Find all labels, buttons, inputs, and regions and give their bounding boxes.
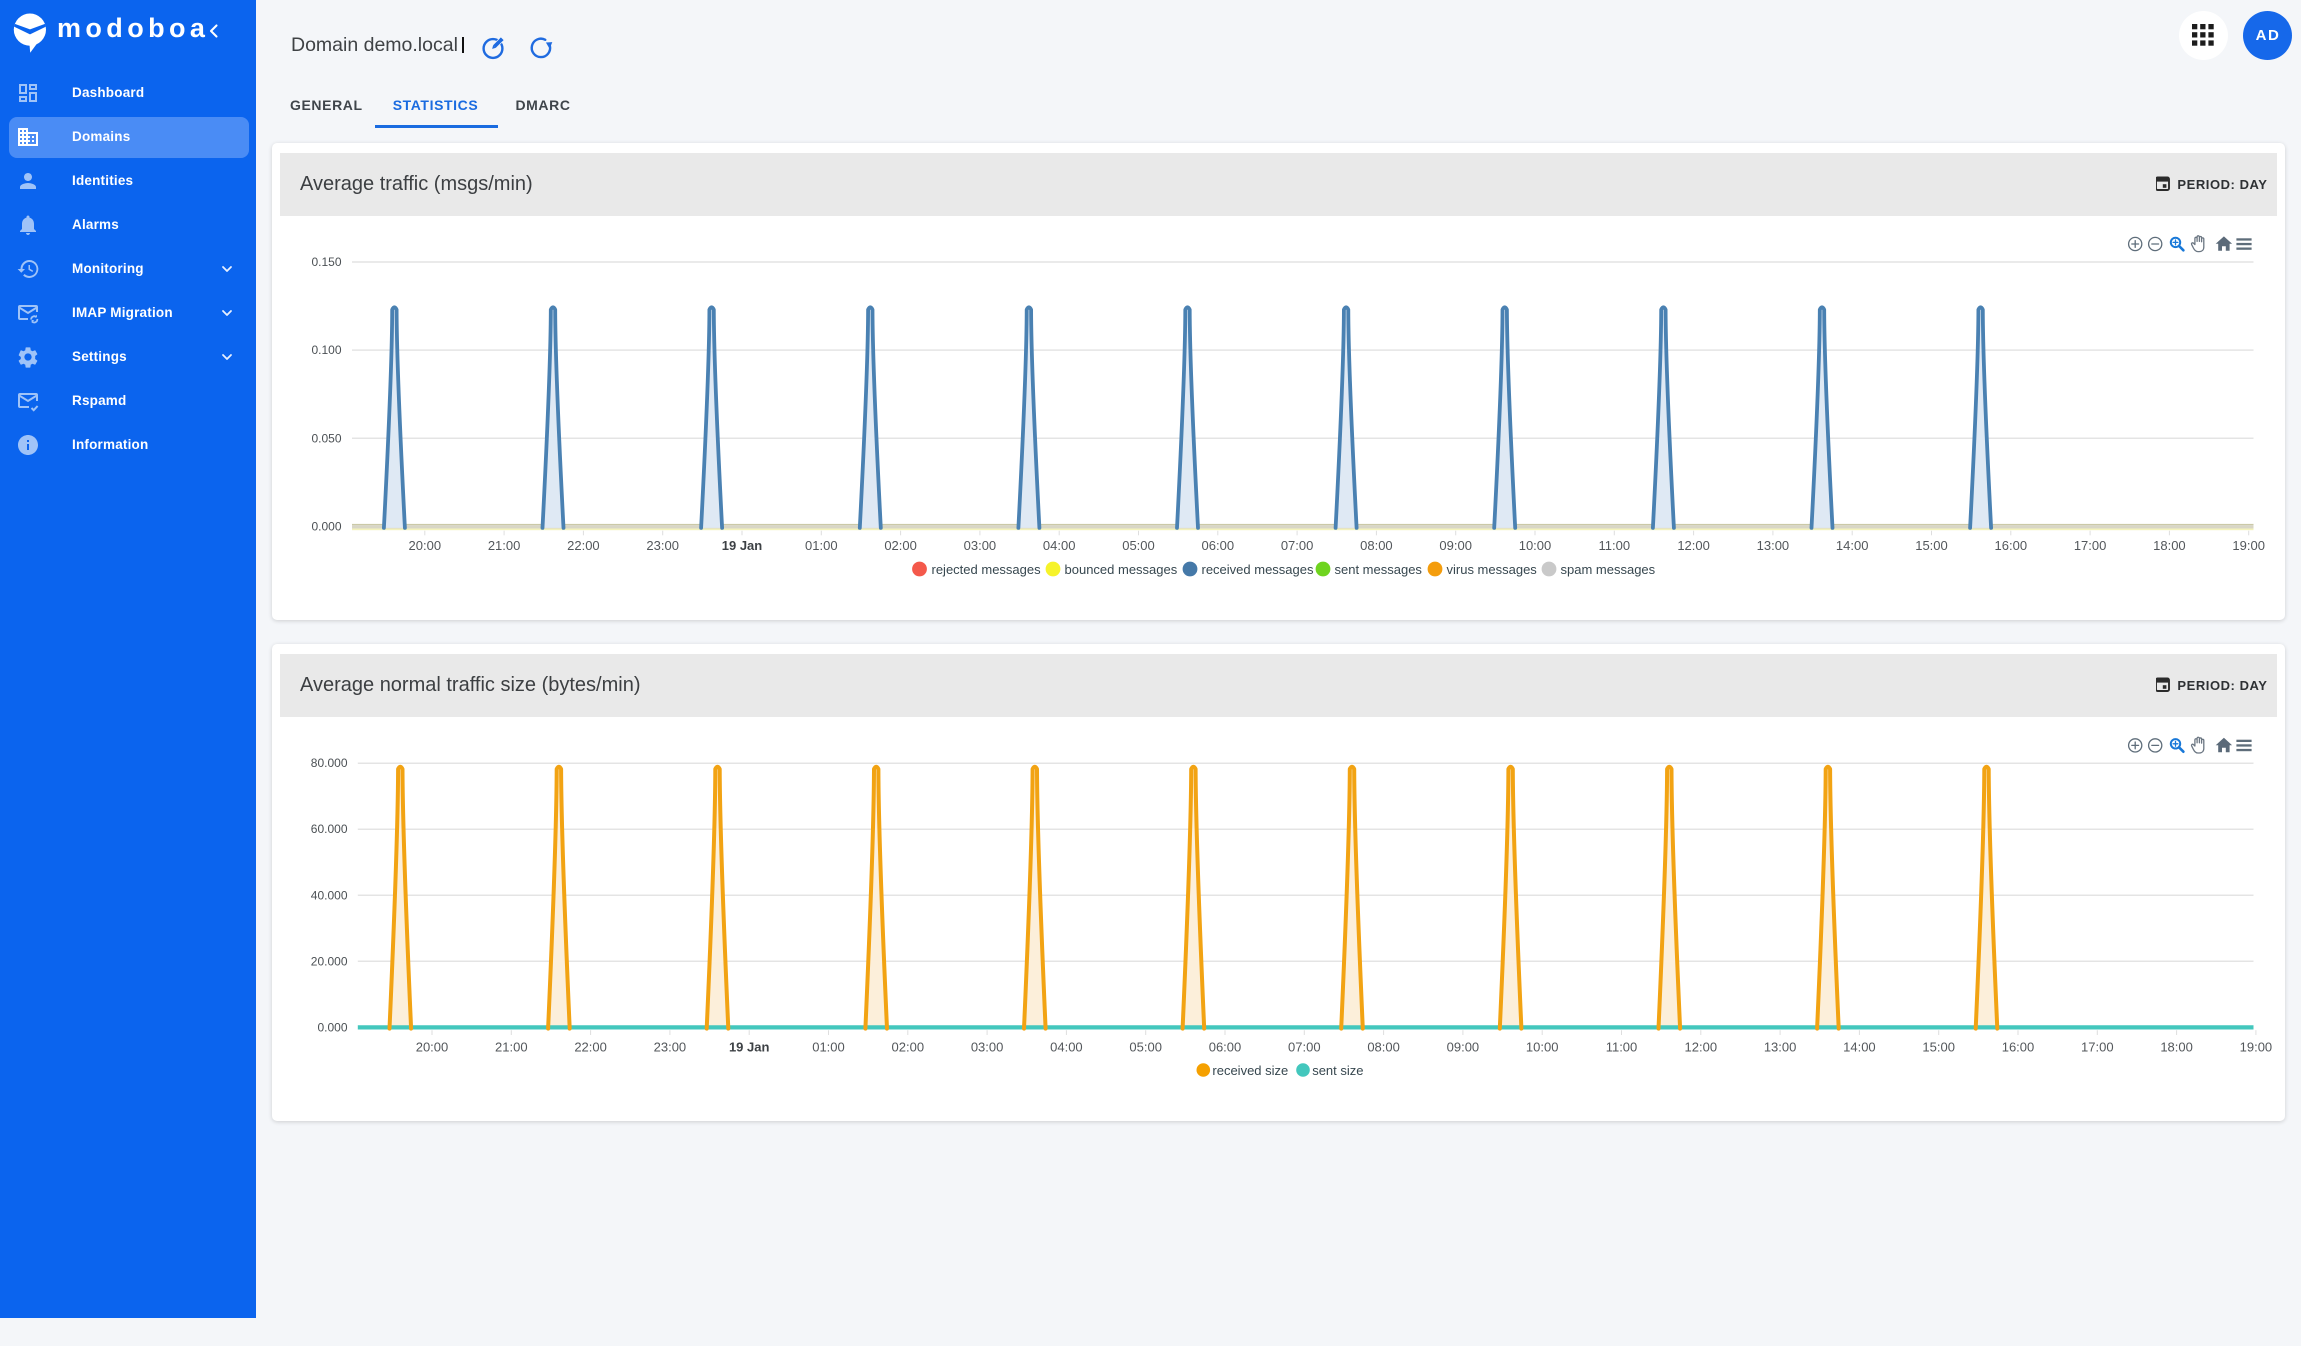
svg-text:bounced messages: bounced messages [1064,562,1177,577]
svg-text:07:00: 07:00 [1280,538,1313,553]
svg-text:19:00: 19:00 [2232,538,2265,553]
svg-text:17:00: 17:00 [2073,538,2106,553]
svg-text:14:00: 14:00 [1843,1039,1876,1054]
svg-text:rejected messages: rejected messages [931,562,1041,577]
svg-text:08:00: 08:00 [1367,1039,1400,1054]
svg-text:12:00: 12:00 [1684,1039,1717,1054]
svg-text:11:00: 11:00 [1598,538,1630,553]
svg-text:02:00: 02:00 [891,1039,924,1054]
svg-text:07:00: 07:00 [1288,1039,1321,1054]
svg-text:10:00: 10:00 [1525,1039,1558,1054]
svg-text:sent messages: sent messages [1334,562,1422,577]
svg-text:13:00: 13:00 [1756,538,1789,553]
svg-text:10:00: 10:00 [1518,538,1551,553]
svg-text:14:00: 14:00 [1835,538,1868,553]
svg-text:18:00: 18:00 [2160,1039,2193,1054]
svg-text:05:00: 05:00 [1122,538,1155,553]
svg-text:22:00: 22:00 [567,538,600,553]
svg-text:0.000: 0.000 [317,1020,347,1034]
svg-text:80.000: 80.000 [310,756,347,770]
svg-text:19 Jan: 19 Jan [728,1039,769,1054]
svg-text:15:00: 15:00 [1922,1039,1955,1054]
svg-text:sent size: sent size [1312,1063,1363,1078]
svg-text:02:00: 02:00 [884,538,917,553]
svg-text:09:00: 09:00 [1446,1039,1479,1054]
svg-text:18:00: 18:00 [2153,538,2186,553]
svg-text:01:00: 01:00 [812,1039,845,1054]
svg-text:20.000: 20.000 [310,954,347,968]
svg-text:received size: received size [1212,1063,1288,1078]
svg-text:05:00: 05:00 [1129,1039,1162,1054]
svg-text:0.050: 0.050 [311,431,341,445]
svg-text:19 Jan: 19 Jan [721,538,762,553]
svg-text:12:00: 12:00 [1677,538,1710,553]
svg-text:received messages: received messages [1201,562,1313,577]
svg-text:virus messages: virus messages [1446,562,1537,577]
svg-text:19:00: 19:00 [2239,1039,2272,1054]
svg-text:20:00: 20:00 [415,1039,448,1054]
svg-text:16:00: 16:00 [1994,538,2027,553]
svg-text:spam messages: spam messages [1560,562,1655,577]
svg-text:03:00: 03:00 [970,1039,1003,1054]
svg-text:23:00: 23:00 [653,1039,686,1054]
svg-text:06:00: 06:00 [1208,1039,1241,1054]
svg-text:60.000: 60.000 [310,822,347,836]
svg-text:21:00: 21:00 [495,1039,528,1054]
svg-text:04:00: 04:00 [1042,538,1075,553]
svg-text:0.000: 0.000 [311,519,341,533]
svg-text:03:00: 03:00 [963,538,996,553]
svg-text:17:00: 17:00 [2081,1039,2114,1054]
svg-text:15:00: 15:00 [1915,538,1948,553]
svg-text:16:00: 16:00 [2001,1039,2034,1054]
svg-text:0.150: 0.150 [311,255,341,269]
svg-text:21:00: 21:00 [487,538,520,553]
svg-text:13:00: 13:00 [1763,1039,1796,1054]
svg-text:40.000: 40.000 [310,888,347,902]
svg-text:01:00: 01:00 [805,538,838,553]
svg-text:04:00: 04:00 [1050,1039,1083,1054]
svg-text:06:00: 06:00 [1201,538,1234,553]
svg-text:08:00: 08:00 [1360,538,1393,553]
svg-text:22:00: 22:00 [574,1039,607,1054]
svg-text:23:00: 23:00 [646,538,679,553]
svg-text:09:00: 09:00 [1439,538,1472,553]
svg-text:0.100: 0.100 [311,343,341,357]
svg-text:11:00: 11:00 [1605,1039,1637,1054]
svg-text:20:00: 20:00 [408,538,441,553]
